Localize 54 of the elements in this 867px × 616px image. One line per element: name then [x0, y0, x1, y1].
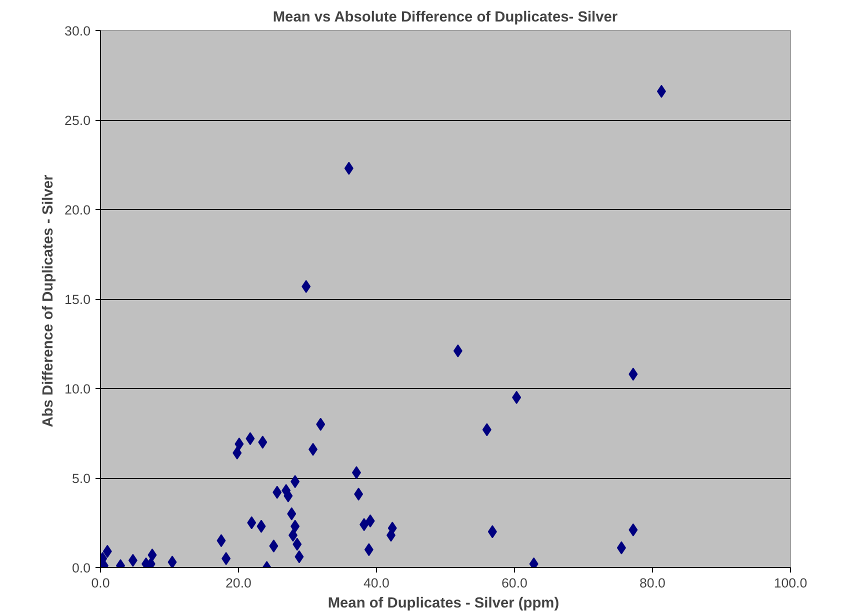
point — [488, 525, 497, 538]
point — [290, 520, 300, 533]
point — [290, 475, 300, 488]
x-tick-label: 0.0 — [91, 576, 110, 590]
point — [482, 423, 492, 436]
point — [292, 538, 302, 551]
point — [294, 550, 304, 564]
point — [453, 344, 462, 358]
point — [308, 442, 318, 456]
point — [256, 520, 266, 533]
chart-title: Mean vs Absolute Difference of Duplicates- Silver — [272, 10, 618, 26]
point — [616, 541, 626, 554]
y-tick-label: 15.0 — [64, 292, 91, 307]
point — [287, 507, 296, 520]
point — [128, 554, 138, 567]
point — [102, 544, 112, 558]
point — [222, 552, 231, 566]
x-tick-label: 60.0 — [502, 576, 528, 590]
x-axis-title: Mean of Duplicates - Silver (ppm) — [328, 596, 560, 612]
point — [234, 437, 244, 450]
point — [272, 486, 282, 499]
point — [656, 84, 666, 98]
y-tick-label: 5.0 — [72, 471, 91, 486]
point — [316, 418, 326, 431]
x-tick-label: 40.0 — [364, 576, 390, 590]
point — [246, 432, 255, 446]
point — [366, 514, 375, 528]
y-tick-label: 10.0 — [64, 382, 91, 396]
y-tick-label: 25.0 — [64, 113, 91, 128]
point — [269, 540, 278, 553]
point — [302, 280, 311, 293]
point — [148, 548, 157, 562]
point — [354, 488, 364, 501]
point — [628, 368, 638, 381]
x-tick-label: 20.0 — [226, 576, 252, 590]
y-tick-label: 0.0 — [72, 560, 91, 576]
point — [512, 390, 522, 404]
point — [360, 518, 369, 532]
x-tick-label: 100.0 — [774, 576, 808, 590]
point — [232, 446, 242, 460]
point — [288, 528, 298, 542]
point — [247, 516, 256, 530]
point — [628, 523, 638, 536]
y-axis-title: Abs Difference of Duplicates - Silver — [40, 174, 57, 428]
point — [258, 436, 268, 449]
y-tick-label: 20.0 — [64, 202, 91, 218]
x-tick-label: 80.0 — [640, 576, 666, 590]
point — [344, 162, 354, 175]
point — [168, 556, 177, 568]
y-tick-label: 30.0 — [64, 24, 91, 38]
point — [388, 522, 397, 535]
point — [216, 534, 226, 548]
point — [352, 466, 361, 480]
point — [364, 543, 374, 556]
